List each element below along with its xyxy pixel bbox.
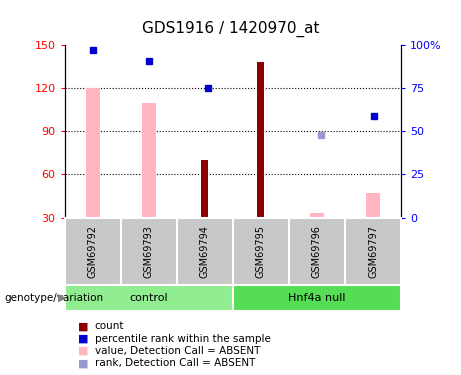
Bar <box>121 217 177 285</box>
Text: GSM69796: GSM69796 <box>312 225 322 278</box>
Bar <box>366 193 380 217</box>
Bar <box>233 285 401 311</box>
Text: ▶: ▶ <box>58 293 66 303</box>
Bar <box>345 217 401 285</box>
Text: GSM69792: GSM69792 <box>88 225 98 278</box>
Bar <box>258 62 264 217</box>
Text: value, Detection Call = ABSENT: value, Detection Call = ABSENT <box>95 346 260 356</box>
Bar <box>65 285 233 311</box>
Text: genotype/variation: genotype/variation <box>5 293 104 303</box>
Text: control: control <box>130 293 168 303</box>
Text: GSM69797: GSM69797 <box>368 225 378 278</box>
Bar <box>201 160 208 218</box>
Bar <box>142 102 156 218</box>
Text: GSM69793: GSM69793 <box>144 225 154 278</box>
Bar <box>86 88 100 218</box>
Bar <box>310 213 324 217</box>
Text: percentile rank within the sample: percentile rank within the sample <box>95 334 271 344</box>
Bar <box>177 217 233 285</box>
Text: ■: ■ <box>78 346 88 356</box>
Text: count: count <box>95 321 124 331</box>
Text: GSM69795: GSM69795 <box>256 225 266 278</box>
Text: ■: ■ <box>78 334 88 344</box>
Text: rank, Detection Call = ABSENT: rank, Detection Call = ABSENT <box>95 358 255 368</box>
Text: ■: ■ <box>78 321 88 331</box>
Bar <box>289 217 345 285</box>
Text: ■: ■ <box>78 358 88 368</box>
Text: Hnf4a null: Hnf4a null <box>288 293 346 303</box>
Bar <box>65 217 121 285</box>
Bar <box>233 217 289 285</box>
Text: GSM69794: GSM69794 <box>200 225 210 278</box>
Text: GDS1916 / 1420970_at: GDS1916 / 1420970_at <box>142 21 319 37</box>
